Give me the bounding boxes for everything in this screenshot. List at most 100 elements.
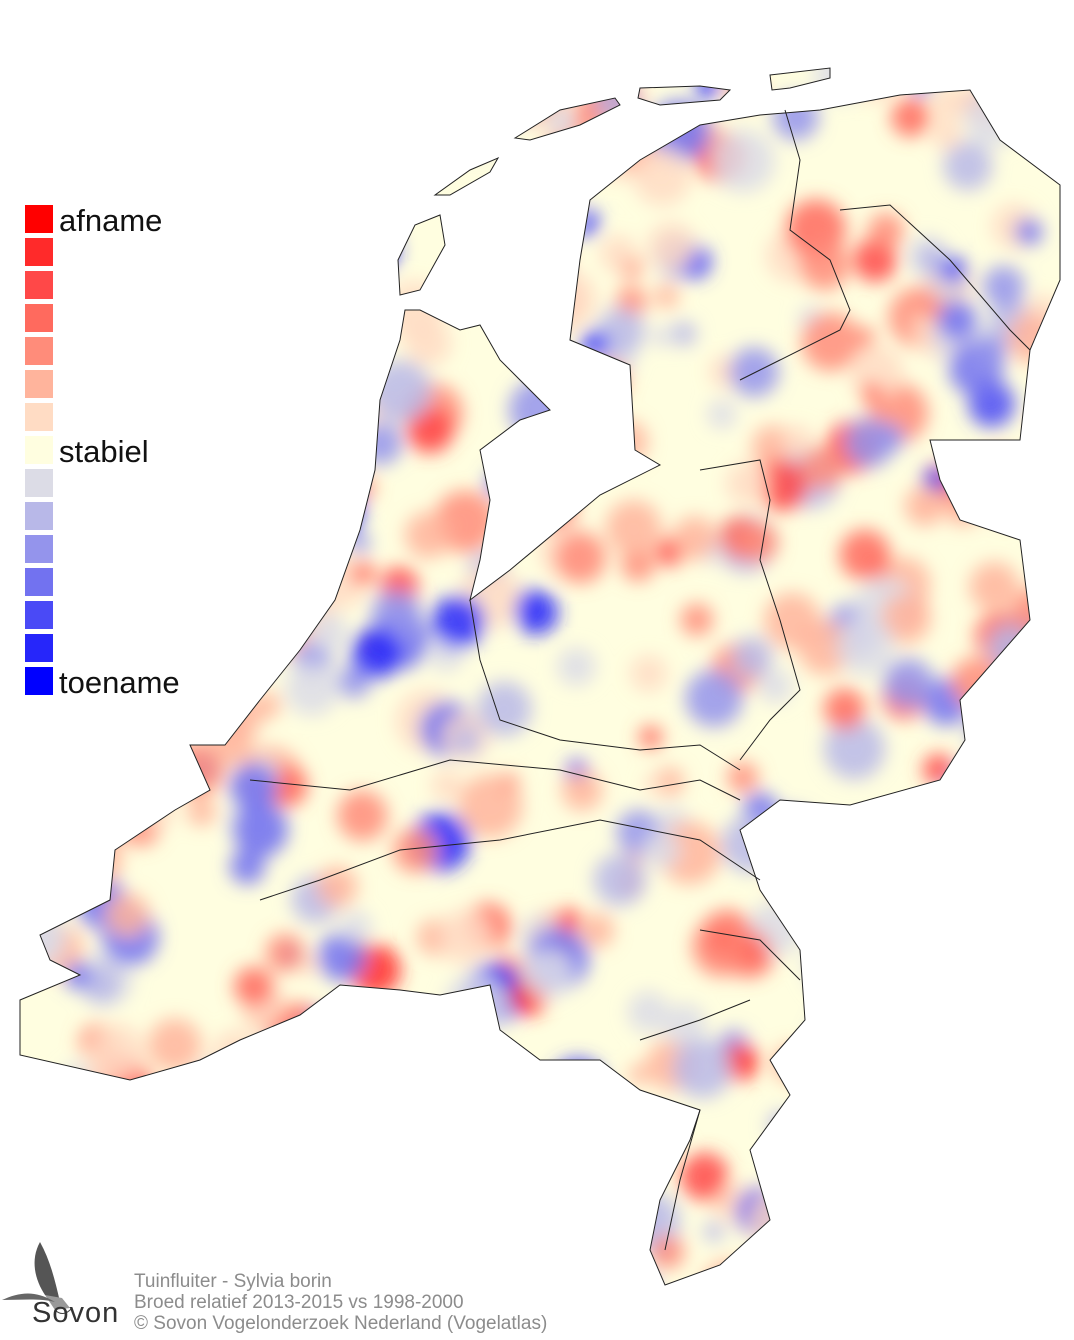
change-blob (1017, 1125, 1060, 1183)
change-blob (346, 1039, 379, 1073)
change-blob (707, 400, 737, 429)
change-blob (911, 73, 933, 95)
change-blob (911, 1003, 955, 1046)
change-blob (259, 246, 300, 287)
change-blob (1035, 416, 1060, 460)
change-blob (275, 96, 327, 148)
change-blob (278, 425, 316, 463)
change-blob (772, 94, 819, 141)
change-blob (746, 1189, 805, 1248)
change-blob (63, 134, 97, 167)
change-blob (226, 156, 278, 208)
change-blob (782, 1269, 821, 1285)
change-blob (588, 361, 628, 401)
legend-swatch (25, 304, 53, 332)
change-blob (522, 948, 573, 999)
change-blob (1009, 798, 1045, 835)
change-blob (539, 270, 597, 328)
change-blob (546, 107, 576, 137)
change-blob (561, 770, 603, 811)
change-blob (427, 1171, 463, 1207)
change-blob (370, 1167, 408, 1205)
change-blob (395, 1082, 431, 1118)
change-blob (917, 1240, 951, 1275)
change-blob (737, 521, 779, 563)
change-blob (290, 210, 322, 241)
change-blob (72, 836, 123, 886)
change-blob (895, 1110, 930, 1145)
change-blob (930, 118, 962, 151)
change-blob (129, 756, 170, 796)
change-blob (871, 1147, 936, 1212)
change-blob (506, 1089, 568, 1151)
change-blob (892, 1015, 939, 1062)
change-blob (557, 647, 596, 686)
change-blob (148, 1018, 202, 1072)
sovon-logo-text: Sovon (32, 1297, 120, 1329)
change-blob (351, 475, 376, 500)
change-blob (545, 182, 582, 219)
legend-swatch (25, 601, 53, 629)
change-blob (225, 116, 284, 175)
change-blob (538, 468, 580, 510)
change-blob (162, 1119, 197, 1154)
change-blob (356, 120, 391, 155)
change-blob (1015, 717, 1053, 755)
change-blob (943, 1040, 978, 1075)
change-blob (963, 795, 1016, 849)
change-blob (1034, 413, 1056, 436)
change-blob (431, 769, 464, 802)
change-blob (911, 834, 950, 874)
change-blob (942, 869, 998, 924)
change-blob (879, 818, 937, 875)
change-blob (323, 1100, 345, 1122)
change-blob (951, 1111, 1004, 1164)
change-blob (529, 300, 561, 332)
change-blob (258, 113, 316, 171)
change-blob (156, 68, 217, 122)
change-blob (406, 406, 454, 454)
change-blob (801, 312, 861, 372)
change-blob (821, 931, 857, 967)
change-blob (966, 901, 1006, 942)
change-blob (76, 1161, 105, 1190)
legend-swatch (25, 403, 53, 431)
change-blob (224, 68, 278, 116)
change-blob (344, 222, 398, 277)
legend-swatch (25, 370, 53, 398)
change-blob (849, 345, 904, 399)
change-blob (729, 347, 779, 397)
caption-species: Tuinfluiter - Sylvia borin (134, 1271, 332, 1292)
change-blob (604, 420, 648, 464)
change-blob (258, 264, 310, 315)
legend-swatch (25, 205, 53, 233)
change-blob (329, 75, 352, 97)
change-blob (799, 240, 850, 291)
change-blob (992, 732, 1021, 760)
change-blob (532, 240, 569, 277)
change-blob (391, 1130, 416, 1156)
change-blob (877, 1027, 910, 1060)
change-blob (958, 801, 1012, 854)
change-blob (1004, 906, 1060, 968)
change-blob (793, 855, 849, 911)
change-blob (853, 326, 876, 349)
legend-swatch (25, 436, 53, 464)
change-blob (867, 1119, 905, 1157)
change-blob (350, 627, 402, 679)
change-blob (285, 662, 339, 716)
change-blob (596, 77, 641, 122)
map-caption: Tuinfluiter - Sylvia borin Broed relatie… (134, 1271, 547, 1334)
change-blob (794, 1167, 819, 1192)
change-blob (503, 84, 534, 115)
change-blob (876, 1247, 898, 1269)
change-blob (477, 681, 532, 737)
change-blob (205, 68, 248, 86)
change-blob (337, 790, 388, 841)
change-blob (564, 1101, 603, 1140)
change-blob (53, 494, 81, 522)
change-blob (997, 742, 1023, 768)
change-blob (953, 1006, 989, 1042)
change-blob (75, 100, 110, 135)
change-blob (183, 1098, 243, 1159)
